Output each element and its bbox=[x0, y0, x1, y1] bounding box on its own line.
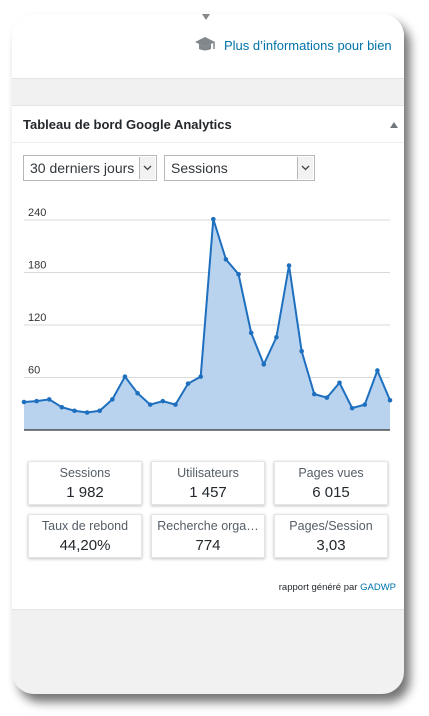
stat-card-organic-search: Recherche orga… 774 bbox=[151, 514, 265, 558]
stat-card-bounce-rate: Taux de rebond 44,20% bbox=[28, 514, 142, 558]
stat-value: 1 982 bbox=[66, 484, 104, 501]
graduation-cap-icon bbox=[195, 37, 215, 51]
stat-value: 3,03 bbox=[316, 537, 346, 554]
data-point bbox=[34, 398, 39, 404]
data-point bbox=[236, 271, 241, 277]
data-point bbox=[198, 374, 203, 379]
period-dropdown-button[interactable] bbox=[139, 157, 155, 179]
data-point bbox=[135, 390, 140, 396]
data-point bbox=[299, 348, 304, 354]
top-panel: Plus d’informations pour bien bbox=[12, 14, 404, 79]
data-point bbox=[362, 402, 368, 407]
data-point bbox=[337, 380, 342, 386]
data-point bbox=[110, 397, 115, 402]
data-point bbox=[375, 368, 380, 373]
data-point bbox=[72, 408, 77, 414]
stat-value: 6 015 bbox=[312, 484, 350, 501]
stat-label: Pages/Session bbox=[289, 519, 373, 533]
stat-card-sessions: Sessions 1 982 bbox=[28, 461, 142, 505]
stat-value: 44,20% bbox=[59, 537, 111, 554]
y-tick-label: 60 bbox=[28, 365, 40, 377]
dashboard-card: Plus d’informations pour bien Tableau de… bbox=[12, 14, 404, 694]
stat-label: Taux de rebond bbox=[41, 519, 129, 533]
y-tick-label: 120 bbox=[28, 312, 46, 324]
data-point bbox=[387, 397, 393, 403]
data-point bbox=[261, 362, 267, 367]
stat-card-users: Utilisateurs 1 457 bbox=[151, 461, 265, 505]
period-select[interactable]: 30 derniers jours bbox=[23, 155, 157, 181]
data-point bbox=[46, 397, 52, 402]
data-point bbox=[59, 404, 65, 410]
chevron-down-icon bbox=[301, 165, 310, 171]
data-point bbox=[147, 402, 153, 407]
chevron-down-icon bbox=[143, 165, 152, 171]
widget-title: Tableau de bord Google Analytics bbox=[23, 117, 232, 132]
data-point bbox=[349, 405, 355, 411]
sessions-area-chart: 60 120 180 240 bbox=[21, 207, 393, 431]
more-info-text[interactable]: Plus d’informations pour bien bbox=[224, 37, 392, 53]
y-tick-label: 240 bbox=[28, 207, 46, 219]
data-point bbox=[274, 334, 279, 340]
data-point bbox=[84, 410, 90, 415]
stat-value: 1 457 bbox=[189, 484, 227, 501]
period-select-value: 30 derniers jours bbox=[30, 160, 135, 176]
data-point bbox=[286, 263, 292, 268]
metric-select-value: Sessions bbox=[171, 160, 228, 176]
metric-dropdown-button[interactable] bbox=[297, 157, 313, 179]
data-point bbox=[311, 391, 317, 397]
data-point bbox=[185, 381, 191, 386]
collapse-toggle-icon[interactable] bbox=[390, 122, 398, 128]
metric-select[interactable]: Sessions bbox=[164, 155, 315, 181]
stat-label: Sessions bbox=[59, 466, 111, 480]
data-point bbox=[122, 374, 128, 379]
data-point bbox=[97, 408, 103, 414]
y-tick-label: 180 bbox=[28, 260, 46, 272]
data-point bbox=[21, 399, 27, 405]
stat-label: Recherche orga… bbox=[157, 519, 259, 533]
stat-label: Utilisateurs bbox=[177, 466, 239, 480]
data-point bbox=[248, 330, 254, 336]
stat-value: 774 bbox=[195, 537, 221, 554]
stat-label: Pages vues bbox=[298, 466, 364, 480]
data-point bbox=[324, 395, 330, 400]
stat-card-pages-per-session: Pages/Session 3,03 bbox=[274, 514, 388, 558]
data-point bbox=[223, 257, 229, 262]
widget-header: Tableau de bord Google Analytics bbox=[12, 106, 404, 143]
panel-caret-icon bbox=[202, 14, 210, 20]
series-area bbox=[24, 219, 390, 430]
stat-card-pageviews: Pages vues 6 015 bbox=[274, 461, 388, 505]
data-point bbox=[173, 402, 178, 407]
gadwp-link[interactable]: GADWP bbox=[360, 582, 396, 593]
ga-dashboard-widget: Tableau de bord Google Analytics 30 dern… bbox=[12, 105, 404, 610]
footer-text: rapport généré par bbox=[278, 582, 361, 593]
data-point bbox=[211, 216, 216, 222]
more-info-link[interactable]: Plus d’informations pour bien bbox=[194, 36, 392, 54]
report-footer: rapport généré par GADWP bbox=[279, 582, 396, 593]
data-point bbox=[160, 398, 166, 404]
